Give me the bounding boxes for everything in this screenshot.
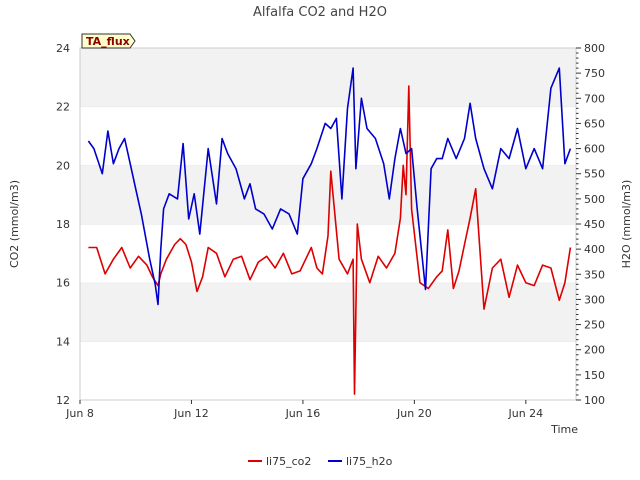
y-left-tick-label: 16	[56, 277, 70, 290]
y-axis-left: 12 14 16 18 20 22 24	[56, 42, 70, 407]
series-layer	[87, 67, 572, 395]
y-right-tick-label: 600	[584, 143, 605, 156]
y-right-tick-label: 800	[584, 42, 605, 55]
plot-band	[80, 106, 576, 166]
y-right-tick-label: 300	[584, 293, 605, 306]
plot-band	[80, 48, 576, 107]
badge-label: TA_flux	[86, 35, 130, 48]
y-left-tick-label: 12	[56, 394, 70, 407]
x-tick-label: Jun 12	[173, 407, 209, 420]
x-tick-label: Jun 16	[285, 407, 321, 420]
badge: TA_flux	[81, 33, 136, 49]
y-right-tick-label: 100	[584, 394, 605, 407]
y-left-tick-label: 22	[56, 101, 70, 114]
y-left-tick-label: 14	[56, 335, 70, 348]
y-right-tick-label: 200	[584, 344, 605, 357]
y-axis-left-label: CO2 (mmol/m3)	[8, 180, 21, 268]
x-tick-label: Jun 24	[507, 407, 543, 420]
y-left-tick-label: 20	[56, 159, 70, 172]
y-left-tick-label: 24	[56, 42, 70, 55]
y-right-tick-label: 150	[584, 369, 605, 382]
x-axis-label: Time	[550, 423, 578, 436]
y-axis-right: 100 150 200 250 300 350 400 450 500 550 600 650 700 7…	[576, 42, 605, 407]
x-tick-label: Jun 20	[396, 407, 432, 420]
y-right-tick-label: 550	[584, 168, 605, 181]
y-right-tick-label: 250	[584, 319, 605, 332]
y-right-tick-label: 350	[584, 268, 605, 281]
legend-label-h2o: li75_h2o	[346, 455, 393, 468]
y-left-tick-label: 18	[56, 218, 70, 231]
y-right-tick-label: 450	[584, 218, 605, 231]
y-right-tick-label: 400	[584, 243, 605, 256]
series-line-li75_co2	[88, 85, 572, 395]
series-line-li75_h2o	[87, 67, 572, 306]
legend-label-co2: li75_co2	[266, 455, 311, 468]
y-right-tick-label: 650	[584, 117, 605, 130]
chart-title: Alfalfa CO2 and H2O	[253, 5, 387, 20]
plot-band	[80, 282, 576, 342]
x-axis: Jun 8 Jun 12 Jun 16 Jun 20 Jun 24	[65, 400, 543, 420]
y-right-tick-label: 750	[584, 67, 605, 80]
legend: li75_co2 li75_h2o	[248, 455, 393, 468]
y-right-tick-label: 700	[584, 92, 605, 105]
y-axis-right-label: H2O (mmol/m3)	[620, 180, 633, 269]
plot-band	[80, 341, 576, 400]
x-tick-label: Jun 8	[65, 407, 94, 420]
y-right-tick-label: 500	[584, 193, 605, 206]
plot-band	[80, 165, 576, 224]
